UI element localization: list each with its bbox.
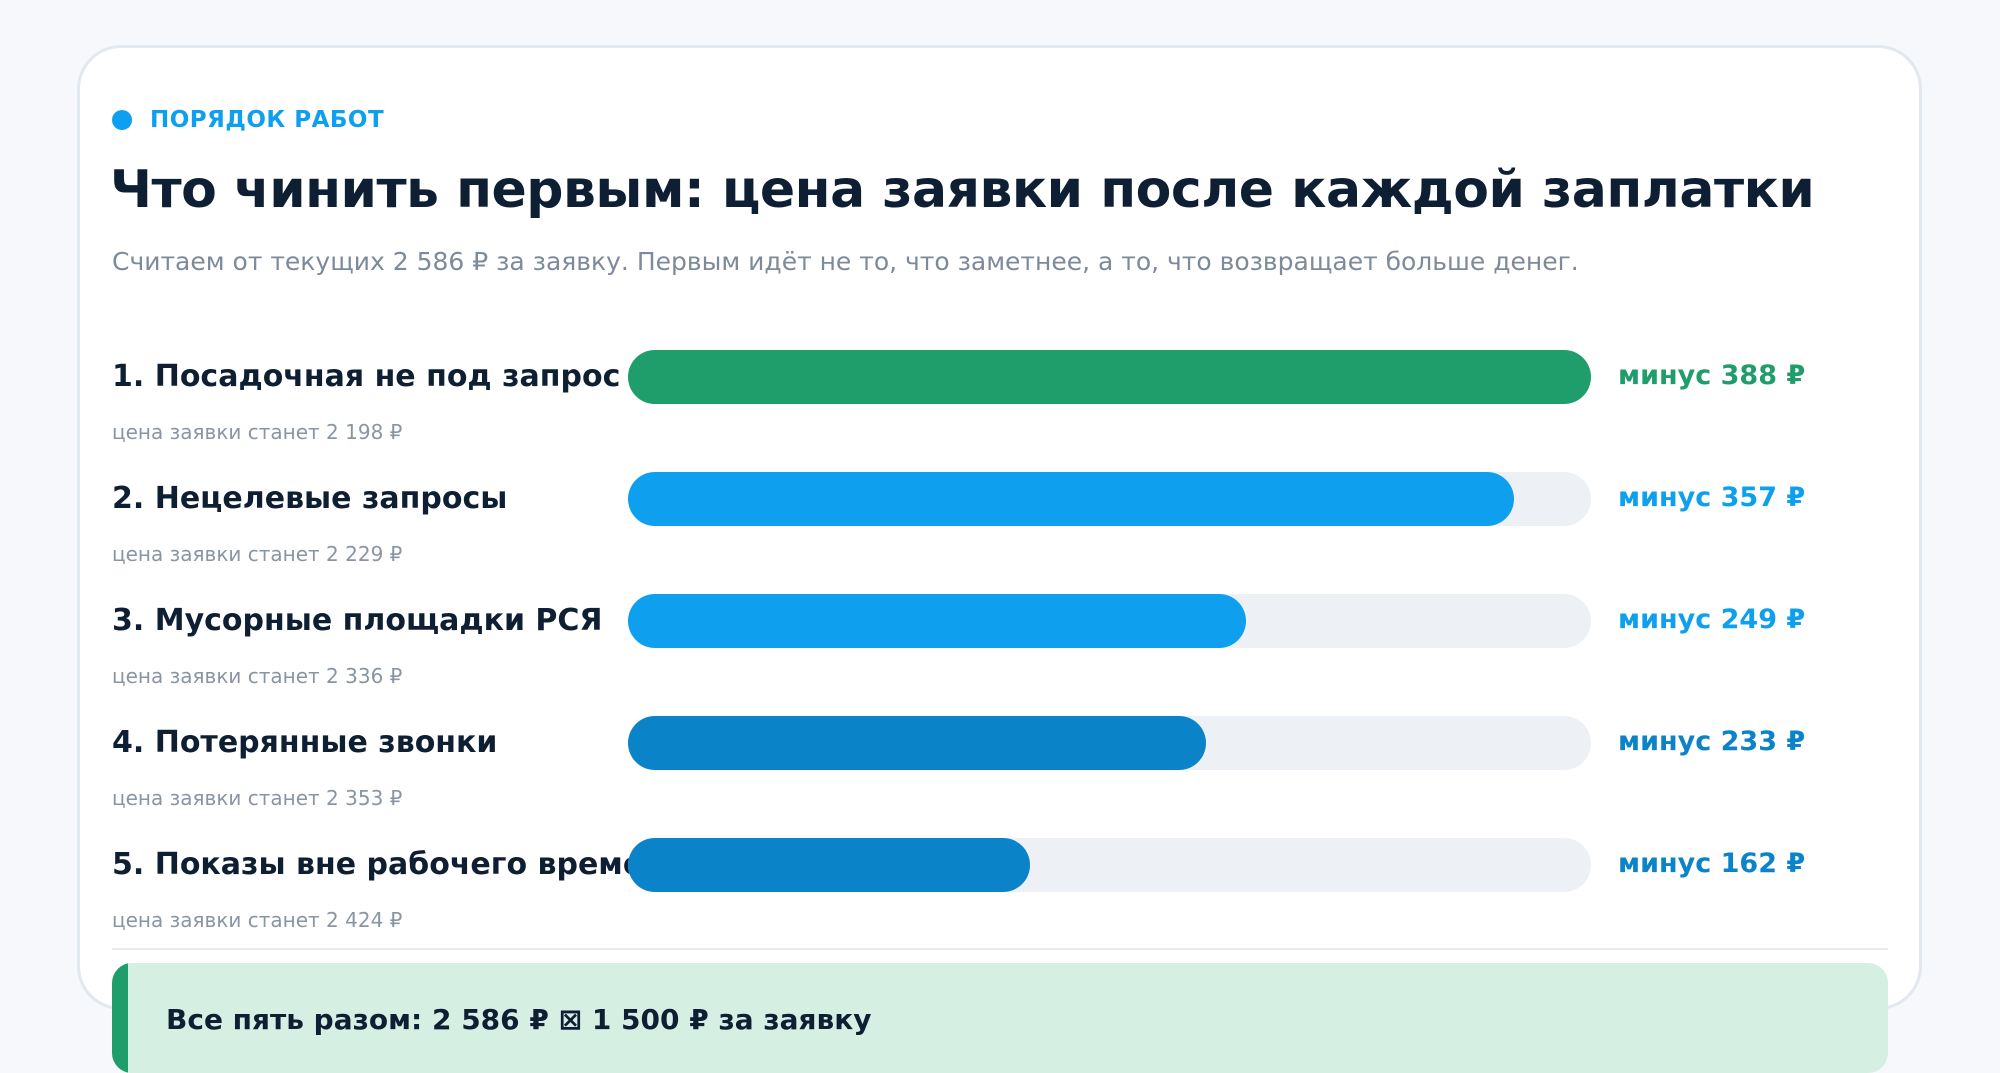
row-sublabel: цена заявки станет 2 424 ₽ — [112, 908, 403, 932]
bar — [628, 472, 1514, 526]
row-sublabel: цена заявки станет 2 198 ₽ — [112, 420, 403, 444]
row-sublabel: цена заявки станет 2 229 ₽ — [112, 542, 403, 566]
row-sublabel: цена заявки станет 2 353 ₽ — [112, 786, 403, 810]
row-label: 2. Нецелевые запросы — [112, 481, 508, 516]
summary-accent — [112, 963, 128, 1073]
bar — [628, 350, 1591, 404]
row-label: 3. Мусорные площадки РСЯ — [112, 603, 603, 638]
chart-title: Что чинить первым: цена заявки после каж… — [110, 160, 1815, 220]
row-label: 1. Посадочная не под запрос — [112, 359, 621, 394]
bar-value-label: минус 249 ₽ — [1618, 604, 1806, 635]
dot-icon — [112, 110, 132, 130]
eyebrow-label: ПОРЯДОК РАБОТ — [150, 107, 385, 133]
bar-value-label: минус 162 ₽ — [1618, 848, 1806, 879]
bar-value-label: минус 388 ₽ — [1618, 360, 1806, 391]
bar-value-label: минус 357 ₽ — [1618, 482, 1806, 513]
summary-text: Все пять разом: 2 586 ₽ ⊠ 1 500 ₽ за зая… — [166, 1003, 872, 1036]
bar-value-label: минус 233 ₽ — [1618, 726, 1806, 757]
row-label: 4. Потерянные звонки — [112, 725, 498, 760]
bar-track — [628, 716, 1591, 770]
divider — [112, 948, 1888, 950]
section-eyebrow: ПОРЯДОК РАБОТ — [112, 100, 384, 140]
bar — [628, 594, 1246, 648]
bar-track — [628, 350, 1591, 404]
row-sublabel: цена заявки станет 2 336 ₽ — [112, 664, 403, 688]
row-label: 5. Показы вне рабочего времени — [112, 847, 632, 882]
bar-track — [628, 472, 1591, 526]
bar-track — [628, 838, 1591, 892]
bar — [628, 838, 1030, 892]
bar — [628, 716, 1206, 770]
chart-subtitle: Считаем от текущих 2 586 ₽ за заявку. Пе… — [112, 247, 1579, 276]
bar-track — [628, 594, 1591, 648]
summary-box: Все пять разом: 2 586 ₽ ⊠ 1 500 ₽ за зая… — [112, 963, 1888, 1073]
